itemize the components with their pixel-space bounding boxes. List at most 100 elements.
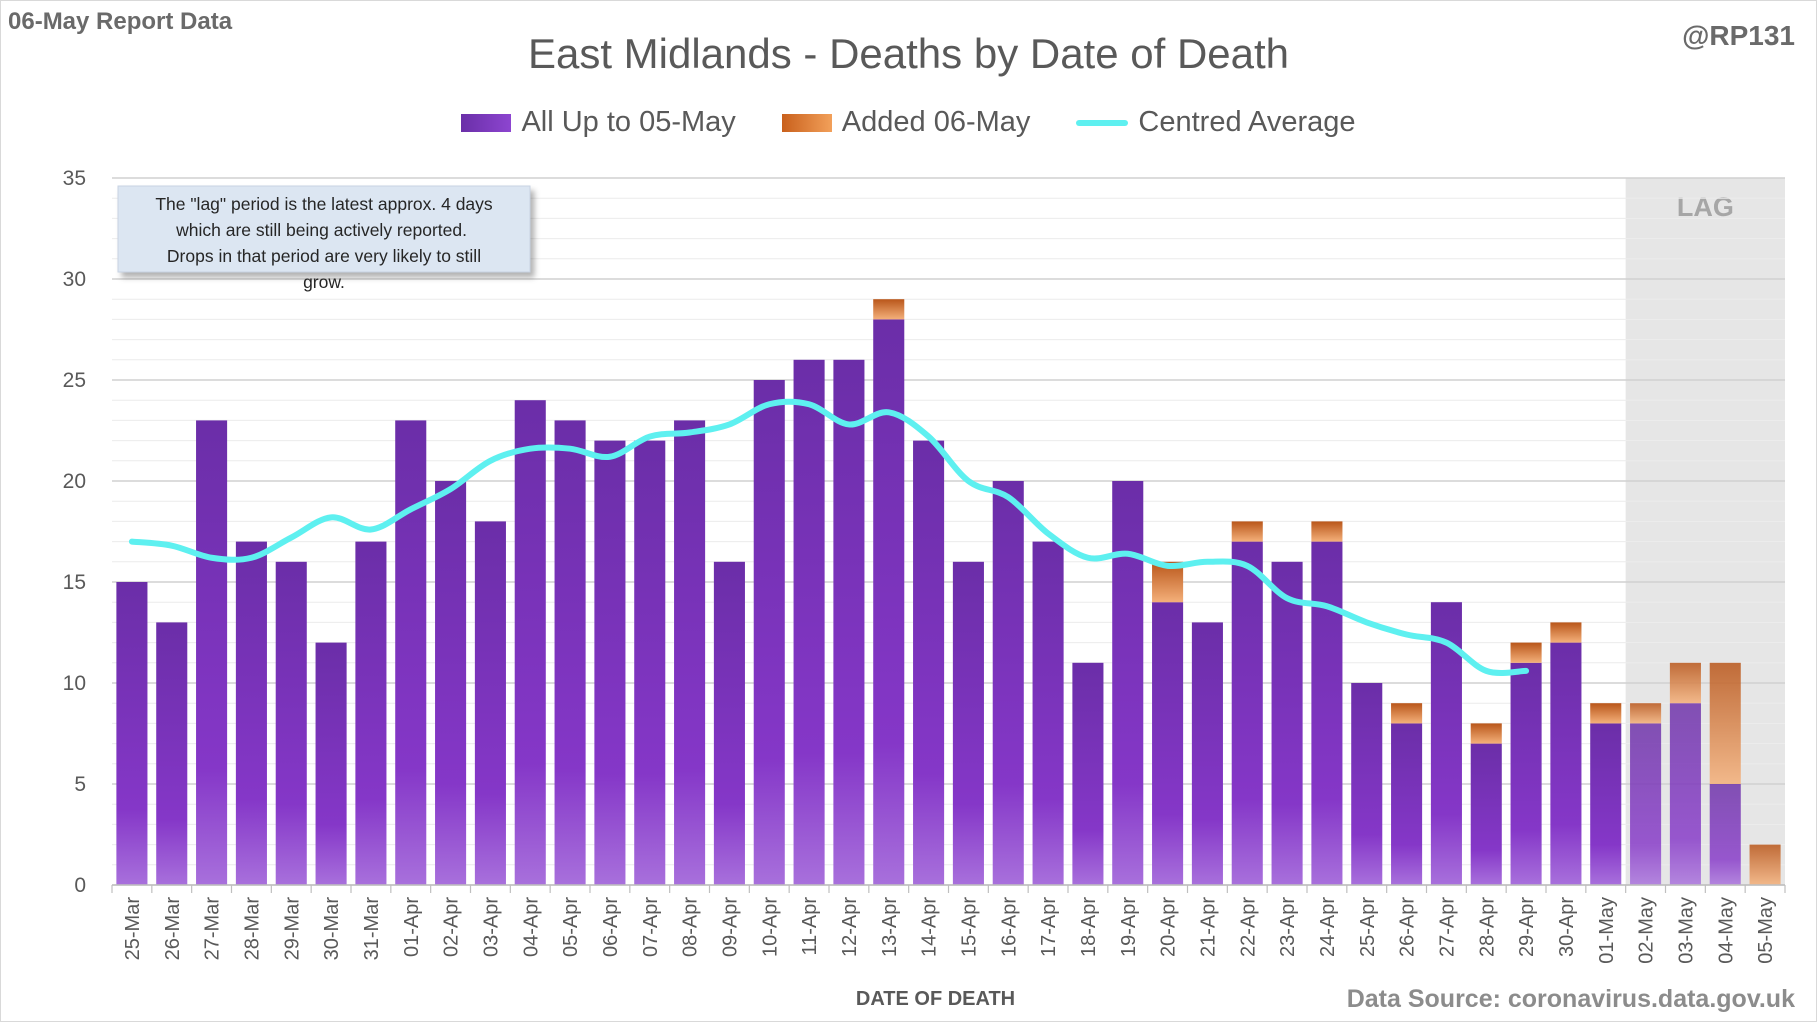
y-tick-label: 15 (63, 571, 86, 594)
x-tick-label: 25-Mar (122, 897, 144, 961)
x-tick-label: 29-Apr (1516, 897, 1538, 957)
annotation-line: Drops in that period are very likely to … (167, 246, 481, 266)
x-tick-label: 03-May (1675, 897, 1697, 964)
x-tick-label: 13-Apr (879, 897, 901, 957)
annotation-line: grow. (303, 272, 345, 292)
x-tick-label: 06-Apr (600, 897, 622, 957)
legend-swatch-average (1076, 119, 1129, 126)
bar-all (1351, 683, 1383, 885)
legend-label-average: Centred Average (1138, 106, 1356, 138)
bar-all (355, 541, 387, 885)
x-tick-label: 25-Apr (1357, 897, 1379, 957)
bar-all (514, 400, 546, 885)
chart-legend: All Up to 05-May Added 06-May Centred Av… (0, 106, 1817, 139)
y-tick-label: 25 (63, 369, 86, 392)
bar-all (1630, 723, 1662, 885)
bar-all (1510, 662, 1542, 885)
legend-label-all: All Up to 05-May (521, 106, 736, 138)
bar-all (1470, 743, 1502, 885)
bar-all (156, 622, 188, 885)
bar-all (235, 541, 267, 885)
x-tick-label: 03-Apr (480, 897, 502, 957)
chart-title: East Midlands - Deaths by Date of Death (527, 30, 1290, 77)
x-tick-label: 09-Apr (719, 897, 741, 957)
bar-all (1709, 784, 1741, 885)
author-handle: @RP131 (1682, 20, 1795, 51)
bar-all (1669, 703, 1701, 885)
bar-all (1231, 541, 1263, 885)
x-tick-label: 02-May (1636, 897, 1658, 964)
bar-all (1191, 622, 1223, 885)
x-tick-label: 28-Apr (1476, 897, 1498, 957)
bar-all (674, 420, 706, 885)
annotation-line: The "lag" period is the latest approx. 4… (155, 194, 493, 214)
bar-added (1749, 844, 1781, 885)
x-tick-label: 02-Apr (441, 897, 463, 957)
bar-all (1391, 723, 1423, 885)
y-tick-label: 0 (74, 874, 86, 897)
x-tick-label: 01-Apr (401, 897, 423, 957)
x-tick-label: 19-Apr (1118, 897, 1140, 957)
bar-added (1231, 521, 1263, 542)
legend-item-added: Added 06-May (781, 106, 1031, 139)
bar-all (594, 440, 626, 885)
bar-added (1709, 662, 1741, 784)
x-tick-label: 10-Apr (759, 897, 781, 957)
bar-all (435, 481, 467, 885)
bar-all (1590, 723, 1622, 885)
bar-added (1391, 703, 1423, 724)
x-axis-title: DATE OF DEATH (856, 988, 1015, 1010)
centred-average-line (128, 398, 1530, 676)
y-tick-label: 35 (63, 167, 86, 190)
bar-added (1590, 703, 1622, 724)
bar-all (913, 440, 945, 885)
x-tick-label: 14-Apr (919, 897, 941, 957)
x-tick-label: 04-Apr (520, 897, 542, 957)
y-tick-label: 5 (74, 773, 86, 796)
annotation-box (117, 185, 531, 273)
bar-all (952, 561, 984, 885)
bar-all (196, 420, 228, 885)
x-tick-label: 31-Mar (361, 897, 383, 961)
x-tick-label: 07-Apr (640, 897, 662, 957)
legend-swatch-all (461, 113, 512, 132)
x-tick-label: 26-Mar (162, 897, 184, 961)
bar-all (1550, 642, 1582, 885)
x-tick-label: 28-Mar (241, 897, 263, 961)
bar-added (873, 299, 905, 320)
bar-added (1510, 642, 1542, 663)
bar-all (395, 420, 427, 885)
bar-all (634, 440, 666, 885)
y-tick-label: 20 (63, 470, 86, 493)
bar-all (275, 561, 307, 885)
bar-all (116, 582, 148, 885)
bar-all (1271, 561, 1303, 885)
bar-all (1311, 541, 1343, 885)
bar-added (1630, 703, 1662, 724)
data-source-label: Data Source: coronavirus.data.gov.uk (1346, 985, 1795, 1013)
x-tick-label: 26-Apr (1397, 897, 1419, 957)
bar-all (554, 420, 586, 885)
x-tick-label: 15-Apr (958, 897, 980, 957)
x-tick-label: 20-Apr (1158, 897, 1180, 957)
legend-label-added: Added 06-May (841, 106, 1031, 138)
x-tick-label: 05-May (1755, 897, 1777, 964)
lag-label: LAG (1677, 192, 1734, 222)
x-tick-label: 30-Apr (1556, 897, 1578, 957)
x-tick-label: 23-Apr (1277, 897, 1299, 957)
bar-all (1152, 602, 1184, 885)
bar-all (833, 359, 865, 885)
bar-all (873, 319, 905, 885)
bar-added (1311, 521, 1343, 542)
x-tick-label: 11-Apr (799, 897, 821, 956)
legend-item-all: All Up to 05-May (461, 106, 736, 139)
bar-all (753, 380, 785, 885)
bar-added (1550, 622, 1582, 643)
x-tick-label: 21-Apr (1197, 897, 1219, 957)
bar-all (315, 642, 347, 885)
x-tick-label: 17-Apr (1038, 897, 1060, 957)
x-tick-label: 16-Apr (998, 897, 1020, 957)
legend-item-average: Centred Average (1076, 106, 1356, 139)
report-date-label: 06-May Report Data (8, 8, 233, 35)
